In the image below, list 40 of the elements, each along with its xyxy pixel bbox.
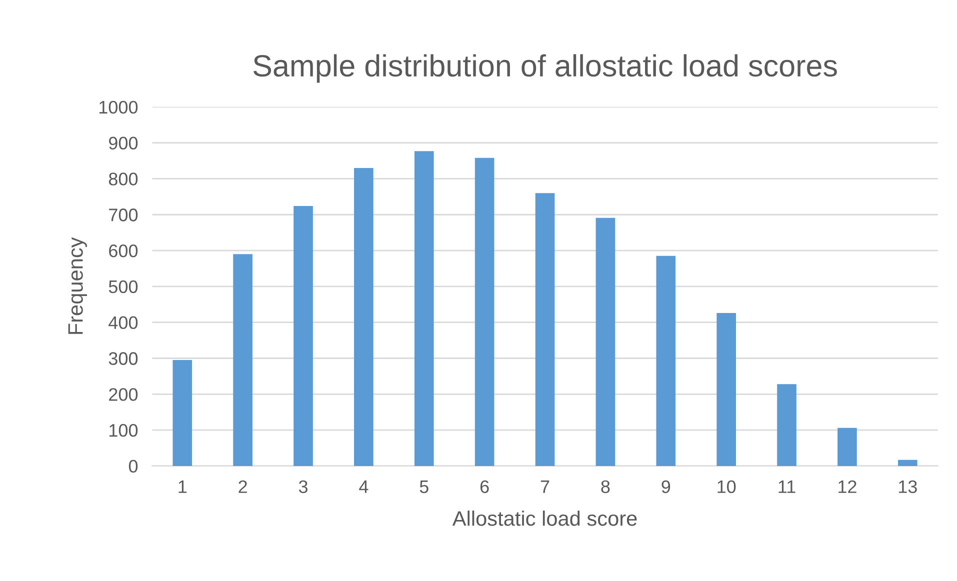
x-tick-label: 2 xyxy=(238,480,247,493)
bar xyxy=(596,218,616,466)
y-tick-label: 1000 xyxy=(99,100,138,114)
y-tick-label: 500 xyxy=(108,280,138,294)
bar xyxy=(716,313,736,466)
y-tick-label: 200 xyxy=(109,388,138,401)
x-tick-label: 8 xyxy=(601,480,610,494)
y-tick-label: 700 xyxy=(109,208,138,222)
bar xyxy=(838,428,857,466)
bar xyxy=(898,460,918,466)
x-tick-label: 10 xyxy=(718,480,736,494)
bar xyxy=(294,206,313,466)
x-tick-label: 9 xyxy=(662,480,670,494)
x-tick-label: 6 xyxy=(480,480,489,494)
y-tick-label: 800 xyxy=(108,172,138,186)
x-tick-label: 13 xyxy=(898,480,917,494)
y-axis-title: Frequency xyxy=(68,237,87,334)
x-axis-title: Allostatic load score xyxy=(452,510,637,526)
bar xyxy=(354,168,374,466)
x-tick-label: 12 xyxy=(838,480,856,493)
x-tick-label: 4 xyxy=(359,480,368,493)
bar xyxy=(474,158,494,466)
y-tick-label: 600 xyxy=(109,244,138,258)
x-tick-label: 1 xyxy=(178,480,187,493)
bar xyxy=(777,384,796,466)
bar xyxy=(535,193,555,466)
y-tick-label: 100 xyxy=(110,424,138,437)
bar xyxy=(414,151,434,466)
y-tick-label: 300 xyxy=(108,352,138,365)
x-tick-label: 5 xyxy=(420,480,428,494)
bar xyxy=(656,256,676,466)
y-tick-label: 400 xyxy=(108,316,138,330)
x-tick-label: 7 xyxy=(540,480,550,493)
x-tick-label: 11 xyxy=(778,480,796,493)
bar xyxy=(172,360,192,466)
bar xyxy=(233,254,252,466)
y-tick-label: 900 xyxy=(109,136,138,150)
chart-title: Sample distribution of allostatic load scores xyxy=(253,54,837,83)
x-tick-label: 3 xyxy=(298,480,308,494)
y-tick-label: 0 xyxy=(128,460,138,473)
